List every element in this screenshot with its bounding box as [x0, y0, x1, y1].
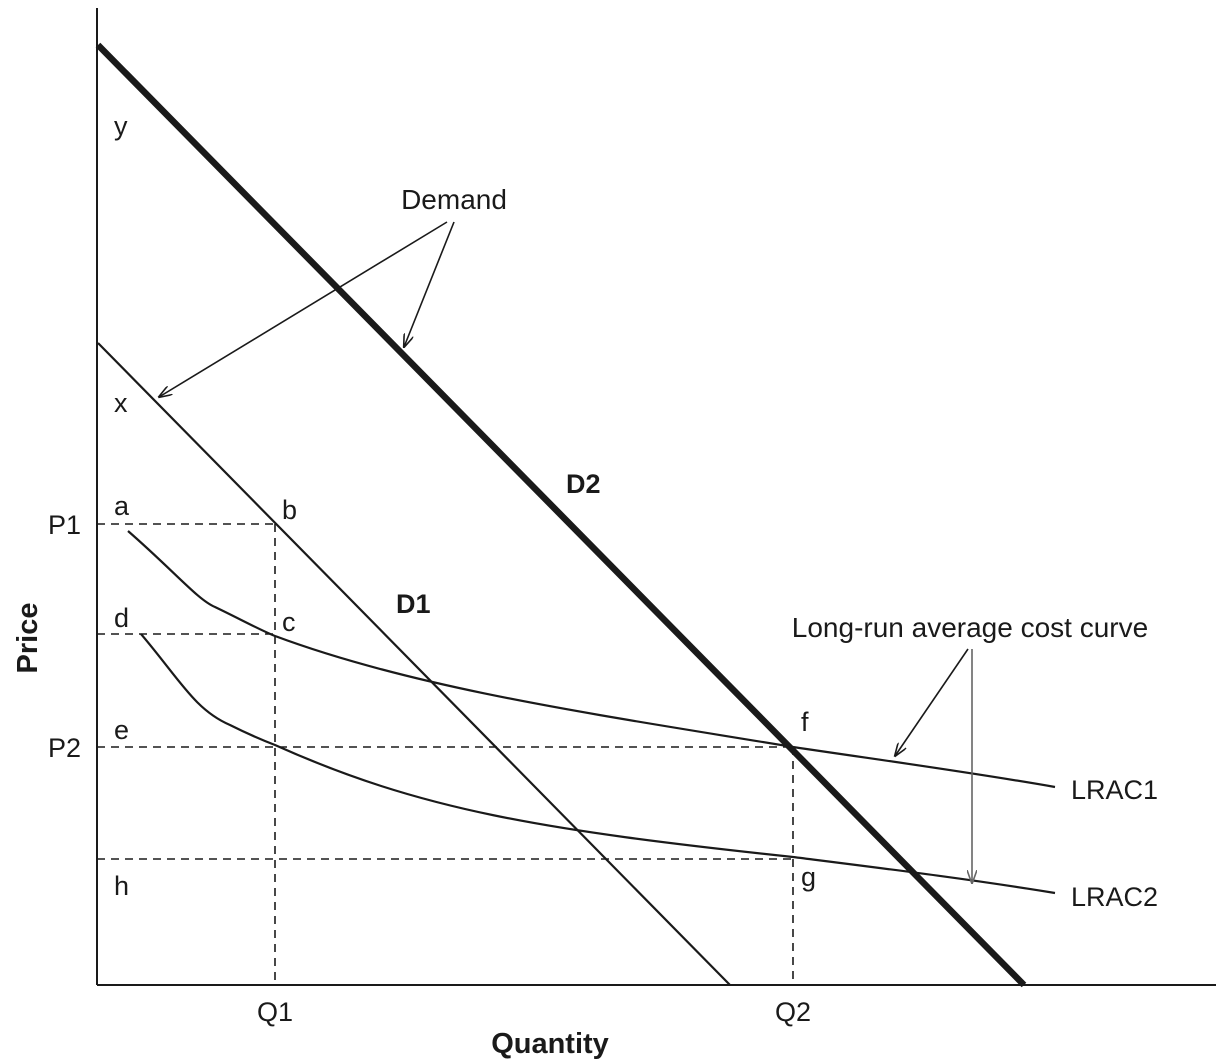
lrac-annotation: Long-run average cost curve: [792, 612, 1148, 643]
point-label-a: a: [114, 491, 130, 521]
curve-label-d1: D1: [396, 589, 431, 619]
point-label-g: g: [801, 862, 816, 892]
tick-label-p1: P1: [48, 510, 81, 540]
point-label-d: d: [114, 603, 129, 633]
tick-label-q1: Q1: [257, 997, 293, 1027]
lrac2-curve: [140, 633, 1056, 895]
point-label-e: e: [114, 715, 129, 745]
x-axis-title: Quantity: [491, 1028, 609, 1060]
point-label-y: y: [114, 111, 128, 141]
curve-label-d2: D2: [566, 469, 601, 499]
point-label-b: b: [282, 495, 297, 525]
lrac1-curve: [127, 530, 1056, 789]
tick-label-q2: Q2: [775, 997, 811, 1027]
y-axis-title: Price: [12, 603, 44, 674]
lrac-arrow-to-lrac1: [895, 648, 969, 756]
point-label-x: x: [114, 388, 128, 418]
demand-curve-d2: [95, 42, 1027, 988]
demand-annotation: Demand: [401, 184, 507, 215]
point-label-c: c: [282, 607, 296, 637]
curve-label-lrac2: LRAC2: [1071, 882, 1158, 912]
point-label-f: f: [801, 707, 809, 737]
curve-label-lrac1: LRAC1: [1071, 775, 1158, 805]
demand-arrow-to-d2: [404, 221, 455, 347]
demand-arrow-to-d1: [159, 221, 448, 397]
demand-curve-d1: [97, 342, 731, 986]
point-label-h: h: [114, 871, 129, 901]
tick-label-p2: P2: [48, 733, 81, 763]
